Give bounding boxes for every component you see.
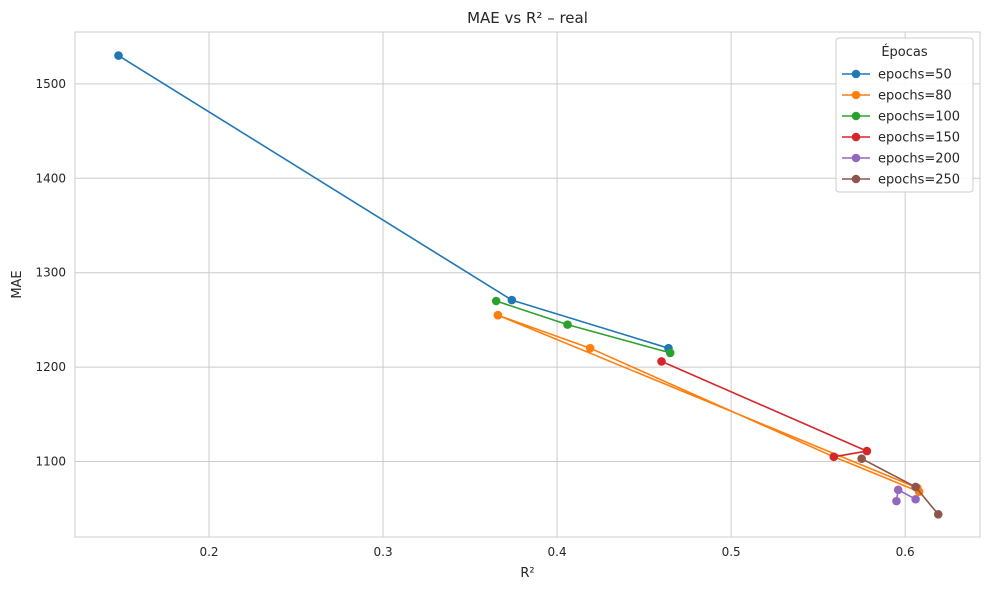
legend-box bbox=[835, 37, 974, 193]
legend-swatch-marker bbox=[851, 111, 861, 121]
data-point bbox=[563, 320, 572, 329]
x-tick-label: 0.6 bbox=[896, 545, 915, 559]
data-point bbox=[933, 510, 943, 519]
data-point bbox=[892, 496, 901, 506]
data-point bbox=[585, 343, 595, 353]
legend-item: epochs=80 bbox=[842, 89, 952, 104]
data-point bbox=[491, 296, 501, 306]
y-tick-label: 1100 bbox=[35, 454, 66, 468]
data-point bbox=[114, 51, 123, 60]
series-group bbox=[114, 51, 943, 519]
legend: Épocas epochs=50 epochs=80 epochs=100 epoch… bbox=[835, 37, 974, 193]
legend-swatch-marker bbox=[851, 90, 861, 100]
y-tick-label: 1500 bbox=[35, 77, 66, 91]
grid bbox=[75, 32, 980, 537]
legend-item: epochs=50 bbox=[842, 68, 952, 83]
legend-item: epochs=250 bbox=[842, 173, 960, 188]
series-line bbox=[497, 314, 920, 493]
legend-label: epochs=50 bbox=[878, 68, 952, 83]
legend-swatch-marker bbox=[851, 69, 861, 79]
y-tick-label: 1300 bbox=[35, 266, 66, 280]
data-point bbox=[911, 482, 920, 492]
series-epochs=100 bbox=[491, 296, 675, 358]
data-point bbox=[507, 295, 517, 305]
x-tick-label: 0.4 bbox=[548, 545, 567, 559]
y-tick-label: 1200 bbox=[35, 360, 66, 374]
legend-title: Épocas bbox=[881, 44, 928, 60]
legend-label: epochs=200 bbox=[878, 152, 960, 167]
legend-item: epochs=200 bbox=[842, 152, 960, 167]
y-axis: 1100 1200 1300 1400 1500 bbox=[35, 77, 66, 469]
legend-label: epochs=80 bbox=[878, 89, 952, 104]
series-epochs=250 bbox=[857, 454, 943, 519]
legend-item: epochs=100 bbox=[842, 110, 960, 125]
legend-label: epochs=100 bbox=[878, 110, 960, 125]
x-tick-label: 0.2 bbox=[199, 545, 218, 559]
legend-swatch-marker bbox=[851, 174, 861, 184]
data-point bbox=[657, 357, 666, 366]
data-point bbox=[857, 454, 866, 463]
legend-label: epochs=250 bbox=[878, 173, 960, 188]
legend-item: epochs=150 bbox=[842, 131, 960, 146]
series-epochs=150 bbox=[657, 357, 872, 462]
x-axis: 0.2 0.3 0.4 0.5 0.6 bbox=[199, 545, 914, 559]
data-point bbox=[665, 348, 675, 358]
plot-frame bbox=[74, 31, 981, 538]
legend-swatch-marker bbox=[851, 153, 861, 163]
data-point bbox=[829, 452, 839, 462]
x-axis-label: R² bbox=[520, 566, 534, 581]
legend-label: epochs=150 bbox=[878, 131, 960, 146]
legend-swatch-marker bbox=[851, 132, 861, 142]
y-tick-label: 1400 bbox=[35, 171, 66, 185]
series-epochs=200 bbox=[892, 485, 920, 506]
chart-title: MAE vs R² – real bbox=[467, 9, 588, 27]
data-point bbox=[493, 310, 503, 320]
data-point bbox=[911, 494, 920, 504]
x-tick-label: 0.3 bbox=[374, 545, 393, 559]
y-axis-label: MAE bbox=[10, 270, 25, 298]
x-tick-label: 0.5 bbox=[722, 545, 741, 559]
data-point bbox=[862, 446, 872, 456]
data-point bbox=[893, 485, 903, 495]
